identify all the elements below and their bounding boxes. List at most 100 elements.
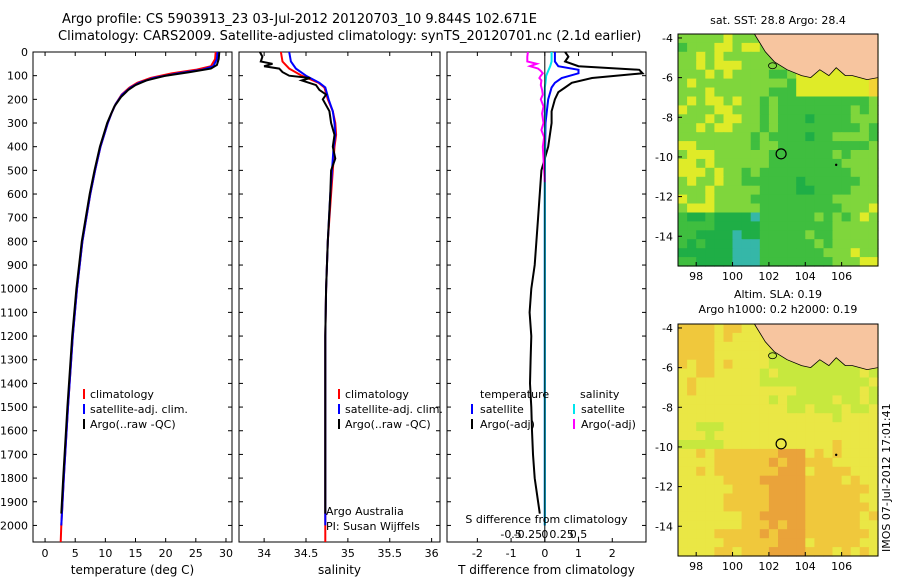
map-cell [823,105,834,115]
map-cell [678,34,688,44]
map-cell [687,96,697,106]
map-cell [805,150,815,160]
map-cell [741,257,752,267]
map-cell [778,239,788,249]
map-cell [723,158,734,169]
map-cell [732,332,743,343]
map-cell [768,440,779,450]
map-cell [823,203,834,213]
map-cell [768,386,779,396]
map-cell [787,377,797,387]
map-cell [778,440,788,450]
map-cell [723,185,734,196]
map-cell [759,422,770,432]
map-cell [787,105,797,115]
map-cell [687,422,697,432]
map-cell [841,132,852,142]
map-cell [696,457,706,468]
map-cell [687,324,697,334]
map-cell [759,440,770,450]
map-cell [796,105,806,115]
map-cell [814,123,825,133]
legend-entry: Argo(..raw -QC) [90,418,176,431]
argo-position-marker [775,148,787,160]
map-cell [787,484,797,495]
map-cell [705,150,715,160]
map-cell [678,194,688,205]
map-cell [714,440,725,450]
y-tick-label: 1800 [0,472,28,485]
map-cell [705,386,715,396]
map-cell [687,167,697,178]
map-cell [805,114,815,124]
map-cell [687,520,697,530]
map-cell [787,395,797,405]
y-tick-label: 1600 [0,425,28,438]
map-cell [678,484,688,495]
map-cell [714,212,725,222]
map-cell [859,484,870,495]
map-cell [732,529,743,539]
map-cell [732,502,743,512]
map-cell [759,96,770,106]
map-cell [705,484,715,495]
map-cell [714,51,725,62]
map-cell [859,212,870,222]
map-cell [696,105,706,115]
map-cell [850,221,861,231]
y-tick-label: 300 [7,117,28,130]
x-tick-label: 15 [129,547,143,560]
map-cell [732,359,743,370]
map-cell [678,341,688,352]
map-cell [832,547,843,557]
map-cell [741,386,752,396]
map-cell [723,493,734,503]
map-cell [805,413,815,423]
map-cell [850,239,861,249]
map-cell [750,440,761,450]
map-cell [787,194,797,205]
map-cell [696,42,706,53]
map-cell [696,377,706,387]
map-cell [732,87,743,97]
map-cell [850,457,861,468]
map-cell [723,413,734,423]
map-cell [732,51,743,62]
map-cell [859,538,870,548]
map-cell [687,466,697,477]
map-cell [868,150,879,160]
map-cell [841,431,852,441]
legend-entry: satellite [581,403,625,416]
y-tick-label: 500 [7,164,28,177]
map-cell [850,203,861,213]
map-cell [814,440,825,450]
map-cell [705,34,715,44]
map-cell [732,440,743,450]
map-cell [732,457,743,468]
map-cell [696,332,706,343]
map-cell [823,141,834,151]
map-cell [796,547,806,557]
map-cell [705,413,715,423]
map-cell [678,502,688,512]
map-cell [723,69,734,80]
map-cell [796,167,806,178]
map-cell [841,368,852,379]
christmas-island-marker [834,163,838,167]
map-cell [805,377,815,387]
map-cell [759,141,770,151]
legend-entry: Argo(..raw -QC) [345,418,431,431]
map-cell [732,221,743,231]
map-cell [705,332,715,343]
map-cell [841,466,852,477]
map-cell [696,404,706,414]
map-cell [714,158,725,169]
map-cell [768,404,779,414]
map-cell [796,511,806,521]
x-tick-label: 2 [609,547,616,560]
map-cell [787,422,797,432]
map-cell [678,221,688,231]
map-cell [832,150,843,160]
map-cell [678,404,688,414]
